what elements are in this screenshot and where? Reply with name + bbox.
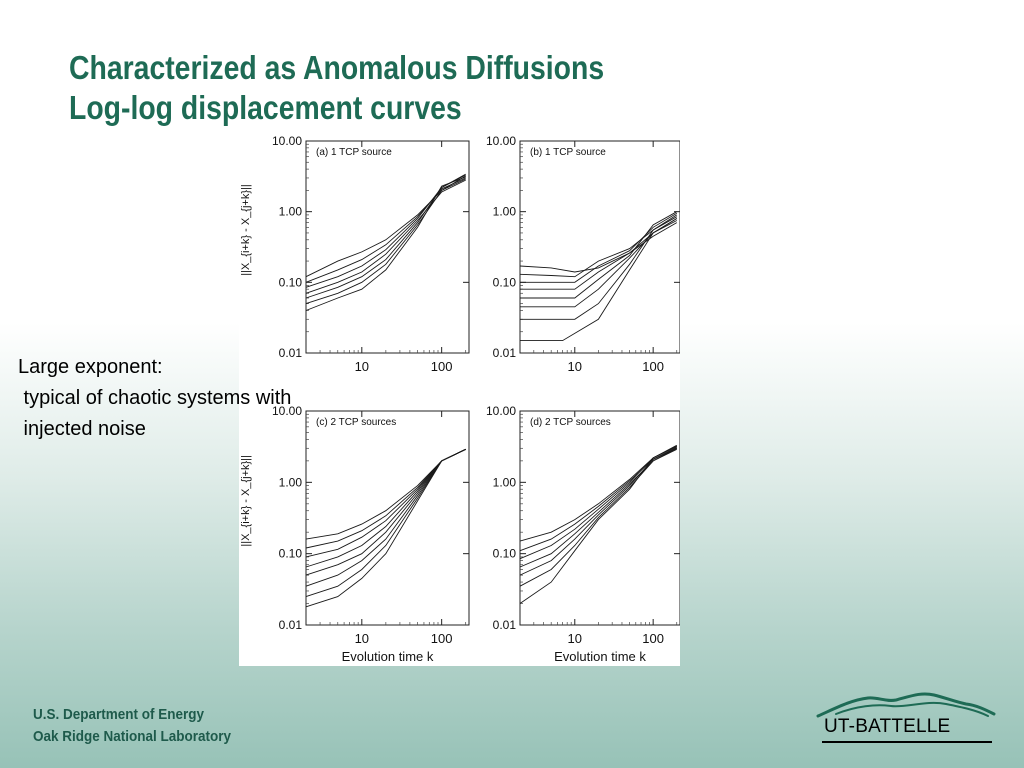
series-line: [520, 214, 678, 320]
title-line-2: Log-log displacement curves: [69, 89, 462, 126]
x-tick-label: 10: [568, 631, 582, 646]
x-tick-label: 10: [355, 359, 369, 374]
y-tick-label: 10.00: [272, 134, 302, 148]
mountains-icon: [816, 692, 996, 718]
y-tick-label: 0.01: [279, 618, 303, 632]
series-line: [305, 448, 466, 558]
y-tick-label: 0.01: [493, 346, 517, 360]
series-line: [305, 448, 466, 549]
exponent-note: Large exponent: typical of chaotic syste…: [18, 356, 292, 440]
series-line: [520, 218, 678, 342]
y-tick-label: 10.00: [486, 404, 516, 418]
footer-org: U.S. Department of Energy Oak Ridge Nati…: [33, 704, 231, 748]
panel-title: (a) 1 TCP source: [316, 147, 392, 158]
y-tick-label: 1.00: [493, 205, 517, 219]
series-line: [305, 448, 466, 568]
y-tick-label: 0.10: [279, 547, 303, 561]
plot-frame: [519, 410, 680, 626]
y-tick-label: 0.10: [493, 275, 517, 289]
series-line: [520, 211, 678, 299]
series-line: [305, 173, 466, 299]
x-tick-label: 10: [355, 631, 369, 646]
x-tick-label: 100: [431, 359, 453, 374]
x-axis-label: Evolution time k: [554, 649, 646, 664]
series-line: [305, 448, 466, 608]
panel-c: 0.01 0.10 1.00 10.00 10 100 (c) 2 TCP sources |…: [240, 404, 470, 664]
series-line: [520, 212, 678, 283]
series-line: [305, 448, 466, 587]
series-line: [519, 447, 678, 587]
x-tick-label: 100: [431, 631, 453, 646]
footer-doe: U.S. Department of Energy: [33, 706, 205, 723]
series-line: [305, 448, 466, 540]
y-tick-label: 1.00: [279, 475, 303, 489]
panel-title: (d) 2 TCP sources: [530, 417, 611, 428]
series-line: [305, 448, 466, 598]
plot-frame: [519, 140, 680, 354]
panel-title: (c) 2 TCP sources: [316, 417, 396, 428]
y-axis-label: ||X_{i+k} - X_{j+k}||: [240, 184, 252, 276]
y-axis-label: ||X_{i+k} - X_{j+k}||: [240, 455, 252, 547]
plot-frame: [305, 410, 470, 626]
series-line: [305, 448, 466, 576]
y-tick-label: 1.00: [279, 205, 303, 219]
series-line: [305, 178, 466, 305]
x-tick-label: 10: [568, 359, 582, 374]
ut-battelle-logo: UT-BATTELLE: [816, 690, 996, 746]
series-line: [519, 445, 677, 604]
slide-title: Characterized as Anomalous Diffusions Lo…: [69, 48, 604, 128]
logo-text: UT-BATTELLE: [824, 716, 951, 737]
y-tick-label: 10.00: [272, 404, 302, 418]
y-tick-label: 0.10: [279, 275, 303, 289]
footer-ornl: Oak Ridge National Laboratory: [33, 728, 232, 745]
plot-frame: [305, 140, 470, 354]
title-line-1: Characterized as Anomalous Diffusions: [69, 49, 605, 86]
series-line: [519, 446, 678, 576]
logo-underline: [822, 741, 992, 743]
y-tick-label: 0.10: [493, 547, 517, 561]
x-tick-label: 100: [642, 359, 664, 374]
y-tick-label: 0.01: [279, 346, 303, 360]
displacement-figure: 0.01 0.10 1.00 10.00 10 100 (a) 1 TCP source ||…: [239, 133, 680, 666]
series-line: [519, 447, 677, 552]
x-tick-label: 100: [642, 631, 664, 646]
series-line: [520, 218, 678, 290]
y-tick-label: 10.00: [486, 134, 516, 148]
y-tick-label: 0.01: [493, 618, 517, 632]
panel-b: 0.01 0.10 1.00 10.00 10 100 (b) 1 TCP source: [486, 134, 680, 374]
series-line: [305, 179, 466, 294]
series-line: [519, 448, 677, 568]
x-axis-label: Evolution time k: [342, 649, 434, 664]
series-line: [305, 176, 466, 311]
series-line: [305, 177, 466, 283]
series-line: [519, 222, 678, 273]
y-tick-label: 1.00: [493, 475, 517, 489]
panel-a: 0.01 0.10 1.00 10.00 10 100 (a) 1 TCP source ||…: [240, 134, 470, 374]
panel-d: 0.01 0.10 1.00 10.00 10 100 (d) 2 TCP sources E…: [486, 404, 680, 664]
panel-title: (b) 1 TCP source: [530, 147, 606, 158]
